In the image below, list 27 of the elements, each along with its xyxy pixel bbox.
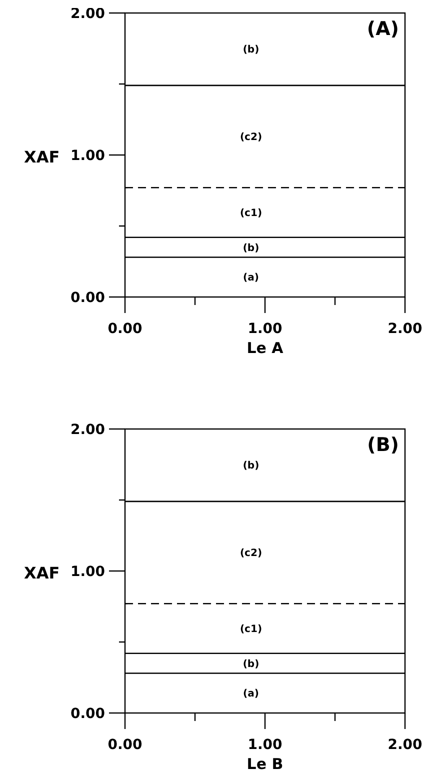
- annotation: (c1): [240, 624, 262, 636]
- y-axis-title: XAF: [24, 564, 60, 583]
- y-axis-title: XAF: [24, 148, 60, 167]
- x-tick-label: 0.00: [108, 321, 143, 337]
- annotation: (c2): [240, 132, 262, 144]
- x-axis-title: Le B: [246, 755, 284, 773]
- y-tick-label: 2.00: [70, 422, 106, 438]
- annotation: (c2): [240, 548, 262, 560]
- y-tick-label: 1.00: [70, 148, 106, 164]
- annotation: (b): [242, 44, 260, 56]
- annotation: (a): [243, 272, 259, 284]
- x-axis-title: Le A: [246, 339, 284, 357]
- x-tick-label: 2.00: [388, 737, 423, 753]
- chart-title: (A): [366, 18, 399, 40]
- x-tick-label: 1.00: [248, 737, 283, 753]
- x-tick-label: 1.00: [248, 321, 283, 337]
- y-tick-label: 0.00: [70, 290, 106, 306]
- annotation: (b): [242, 658, 260, 670]
- annotation: (a): [243, 688, 259, 700]
- annotation: (c1): [240, 208, 262, 220]
- x-tick-label: 2.00: [388, 321, 423, 337]
- annotation: (b): [242, 460, 260, 472]
- y-tick-label: 0.00: [70, 706, 106, 722]
- chart-title: (B): [367, 434, 399, 456]
- y-tick-label: 1.00: [70, 564, 106, 580]
- x-tick-label: 0.00: [108, 737, 143, 753]
- annotation: (b): [242, 242, 260, 254]
